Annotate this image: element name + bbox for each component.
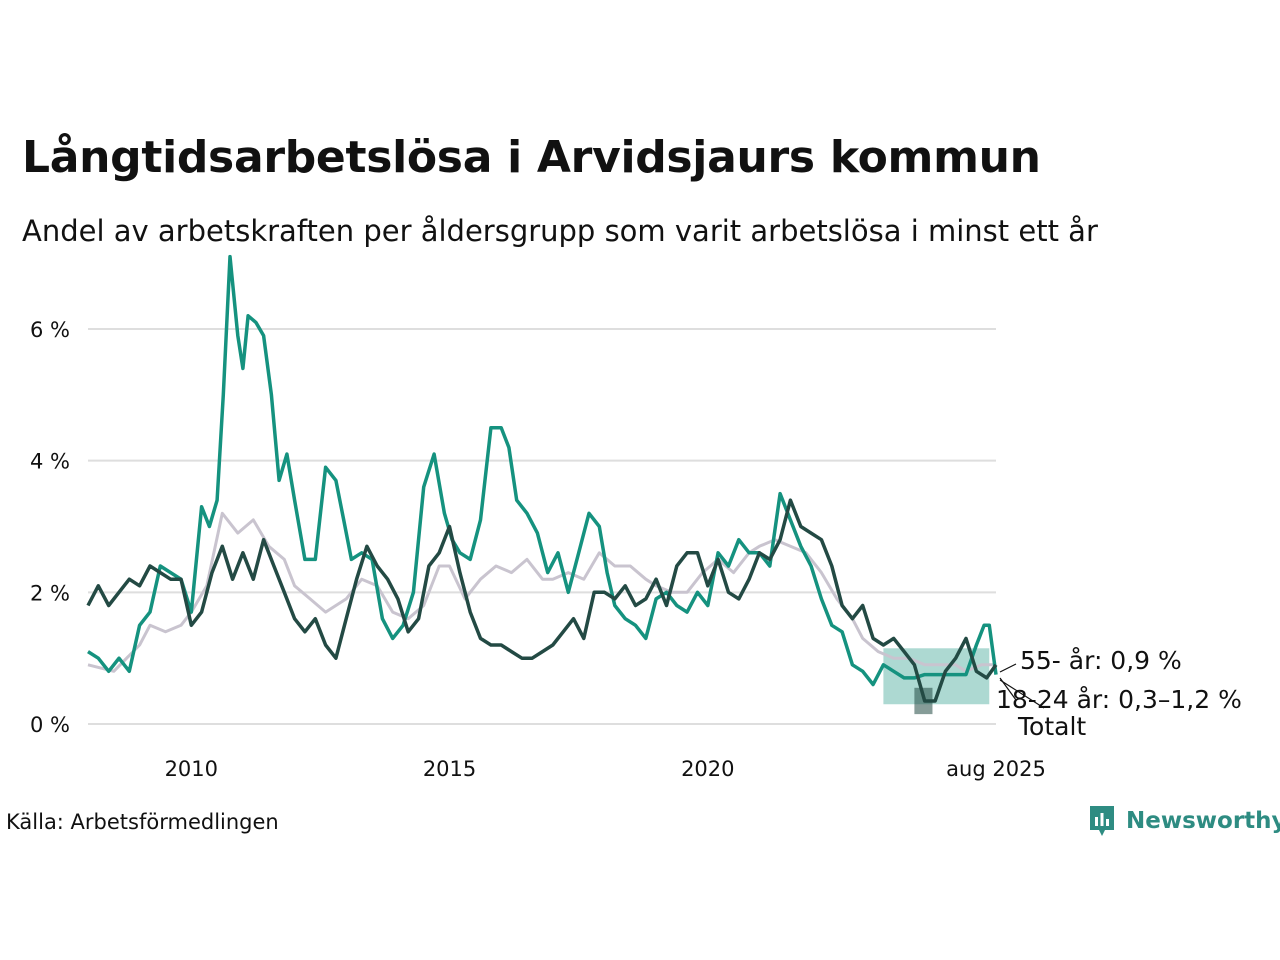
label-total: Totalt	[1017, 712, 1086, 741]
source-note: Källa: Arbetsförmedlingen	[6, 810, 279, 834]
x-axis-ticks: 2010 2015 2020 aug 2025	[165, 757, 1046, 781]
bar-chart-logo-icon	[1090, 806, 1114, 836]
y-axis-ticks: 0 % 2 % 4 % 6 %	[30, 318, 70, 737]
gridlines	[88, 328, 996, 725]
y-tick-label: 6 %	[30, 318, 70, 342]
label-leader	[999, 663, 1017, 673]
series-line-youth	[87, 254, 998, 687]
y-tick-label: 2 %	[30, 581, 70, 605]
series-labels: 55- år: 0,9 % 18-24 år: 0,3–1,2 %Totalt	[996, 646, 1242, 741]
label-youth: 18-24 år: 0,3–1,2 %	[996, 685, 1242, 714]
x-tick-label: aug 2025	[946, 757, 1046, 781]
x-tick-label: 2010	[165, 757, 218, 781]
chart-subtitle: Andel av arbetskraften per åldersgrupp s…	[22, 214, 1098, 248]
series-line-older	[86, 498, 998, 703]
logo-text: Newsworthy	[1126, 808, 1280, 834]
newsworthy-logo: Newsworthy	[1088, 804, 1280, 838]
series-lines	[86, 254, 998, 703]
label-older: 55- år: 0,9 %	[1020, 646, 1182, 675]
chart-title: Långtidsarbetslösa i Arvidsjaurs kommun	[22, 132, 1041, 183]
y-tick-label: 0 %	[30, 713, 70, 737]
x-tick-label: 2020	[681, 757, 734, 781]
label-leader	[999, 679, 1045, 709]
x-tick-label: 2015	[423, 757, 476, 781]
y-tick-label: 4 %	[30, 450, 70, 474]
